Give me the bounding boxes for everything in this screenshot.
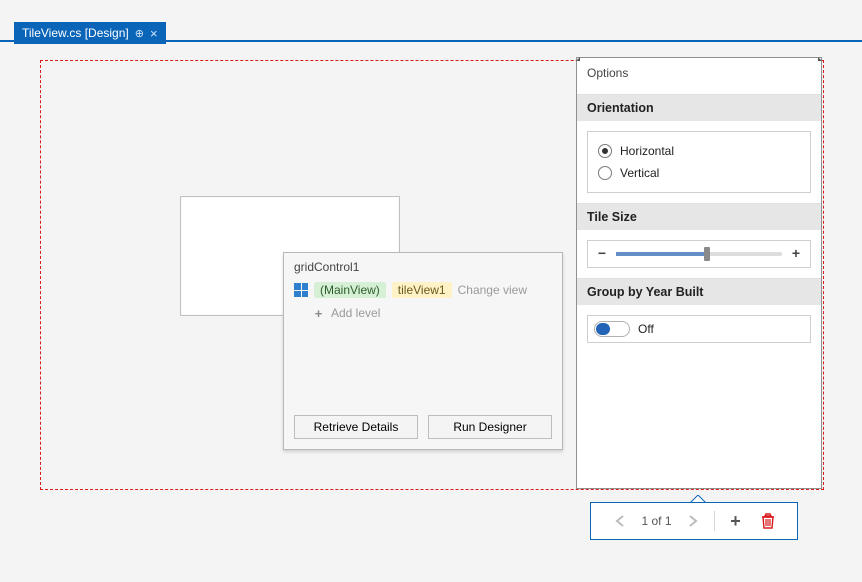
slider-minus-button[interactable]: − <box>594 246 610 262</box>
run-designer-button[interactable]: Run Designer <box>428 415 552 439</box>
pager-separator <box>714 511 715 531</box>
slider-plus-button[interactable]: + <box>788 246 804 262</box>
options-sidebar: Options Orientation Horizontal Vertical … <box>576 57 822 489</box>
tile-size-slider[interactable]: − + <box>587 240 811 268</box>
document-tab[interactable]: TileView.cs [Design] ⊕ × <box>14 22 166 44</box>
pin-icon[interactable]: ⊕ <box>135 27 144 40</box>
slider-fill <box>616 252 707 256</box>
orientation-radio-group: Horizontal Vertical <box>587 131 811 193</box>
orientation-vertical-radio[interactable] <box>598 166 612 180</box>
tile-size-heading: Tile Size <box>577 203 821 230</box>
orientation-horizontal-radio[interactable] <box>598 144 612 158</box>
pager-prev-button[interactable] <box>609 510 631 532</box>
resize-marker-left-icon <box>576 57 584 65</box>
plus-icon: + <box>312 307 325 320</box>
pager-next-button[interactable] <box>682 510 704 532</box>
close-icon[interactable]: × <box>150 27 158 40</box>
group-by-toggle-row: Off <box>587 315 811 343</box>
resize-marker-right-icon <box>814 57 822 65</box>
document-tab-title: TileView.cs [Design] <box>22 26 129 40</box>
grid-control-name: gridControl1 <box>284 253 562 278</box>
tab-bar: TileView.cs [Design] ⊕ × <box>0 22 862 42</box>
add-level-row[interactable]: + Add level <box>284 302 562 324</box>
page-navigator: 1 of 1 + <box>590 502 798 540</box>
slider-thumb[interactable] <box>704 247 710 261</box>
orientation-horizontal-label: Horizontal <box>620 144 674 158</box>
retrieve-details-button[interactable]: Retrieve Details <box>294 415 418 439</box>
orientation-vertical-label: Vertical <box>620 166 659 180</box>
pager-add-button[interactable]: + <box>725 510 747 532</box>
slider-track[interactable] <box>616 252 782 256</box>
add-level-label: Add level <box>331 306 380 320</box>
pager-text: 1 of 1 <box>641 514 671 528</box>
main-view-chip[interactable]: (MainView) <box>314 282 386 298</box>
design-surface: gridControl1 (MainView) tileView1 Change… <box>16 44 846 566</box>
orientation-heading: Orientation <box>577 94 821 121</box>
group-by-heading: Group by Year Built <box>577 278 821 305</box>
grid-designer-popup: gridControl1 (MainView) tileView1 Change… <box>283 252 563 450</box>
pager-delete-button[interactable] <box>757 510 779 532</box>
group-by-toggle-label: Off <box>638 322 654 336</box>
view-name-chip[interactable]: tileView1 <box>392 282 452 298</box>
designer-frame: TileView.cs [Design] ⊕ × gridControl1 (M… <box>0 0 862 582</box>
toggle-knob <box>596 323 610 335</box>
main-view-row: (MainView) tileView1 Change view <box>284 278 562 302</box>
group-by-toggle[interactable] <box>594 321 630 337</box>
tiles-icon <box>294 283 308 297</box>
change-view-link[interactable]: Change view <box>458 283 527 297</box>
options-title: Options <box>587 66 811 80</box>
